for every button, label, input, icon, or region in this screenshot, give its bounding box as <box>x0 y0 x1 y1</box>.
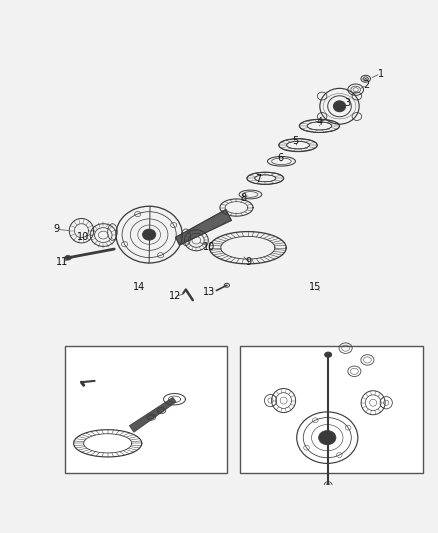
Text: 10: 10 <box>77 232 89 242</box>
Text: 4: 4 <box>316 117 322 127</box>
Text: 6: 6 <box>277 153 283 163</box>
Bar <box>240 346 424 473</box>
Polygon shape <box>176 209 231 245</box>
Text: 3: 3 <box>345 98 351 108</box>
Ellipse shape <box>333 101 346 112</box>
Text: 13: 13 <box>203 287 215 297</box>
Text: 9: 9 <box>53 224 60 235</box>
Text: 12: 12 <box>169 291 181 301</box>
Text: 2: 2 <box>364 80 370 90</box>
Text: 7: 7 <box>255 174 261 184</box>
Polygon shape <box>130 398 176 432</box>
Text: 5: 5 <box>292 136 299 146</box>
Text: 9: 9 <box>246 257 252 267</box>
Text: 10: 10 <box>203 242 215 252</box>
Ellipse shape <box>143 229 155 240</box>
Ellipse shape <box>318 431 336 445</box>
Text: 14: 14 <box>134 282 146 293</box>
Text: 8: 8 <box>240 192 246 203</box>
Bar <box>65 346 227 473</box>
Ellipse shape <box>325 352 332 357</box>
Text: 15: 15 <box>309 282 321 293</box>
Ellipse shape <box>65 256 71 260</box>
Text: 1: 1 <box>378 69 384 78</box>
Text: 11: 11 <box>56 257 68 267</box>
